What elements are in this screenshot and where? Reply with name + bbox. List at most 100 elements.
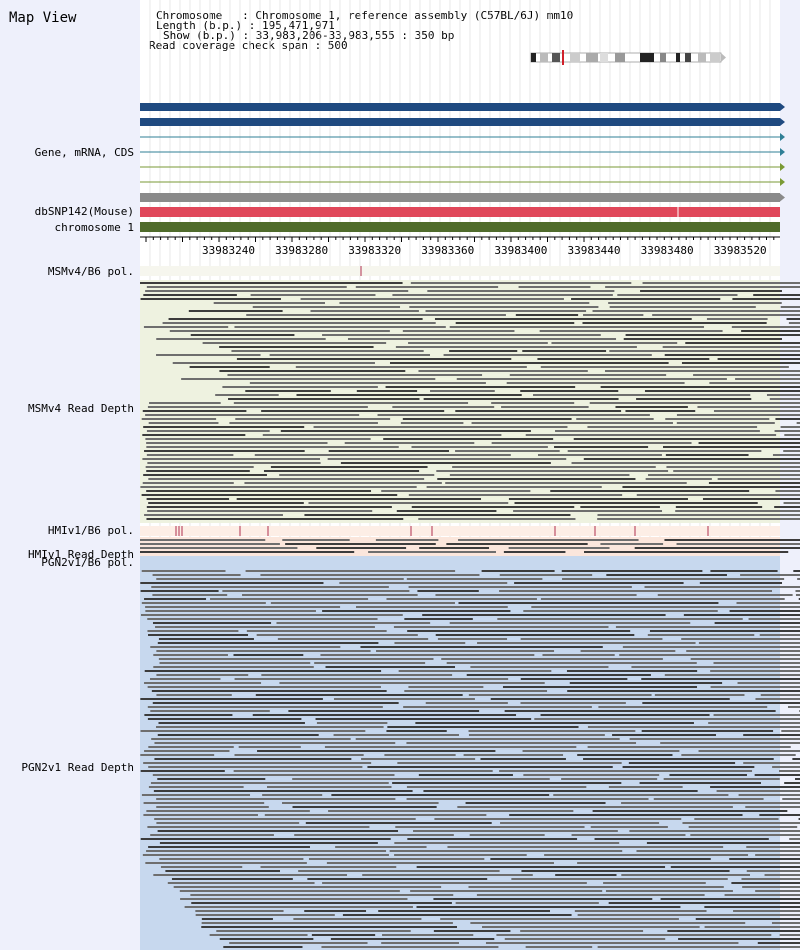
hmi-pol-label[interactable]: HMIv1/B6 pol. xyxy=(47,524,134,537)
msm-read-depth-track[interactable] xyxy=(140,266,800,523)
read-bar xyxy=(665,454,749,456)
read-bar xyxy=(676,543,800,545)
ideogram-band xyxy=(531,53,536,62)
read-bar xyxy=(216,930,411,932)
read-bar xyxy=(503,551,566,553)
read-bar xyxy=(598,706,768,708)
read-bar xyxy=(261,410,445,412)
read-bar xyxy=(219,346,374,348)
read-bar xyxy=(784,782,800,784)
read-bar xyxy=(571,462,800,464)
dbsnp-bar[interactable] xyxy=(140,193,780,202)
read-bar xyxy=(148,846,310,848)
read-bar xyxy=(631,666,800,668)
read-bar xyxy=(660,898,800,900)
msm-depth-label[interactable]: MSMv4 Read Depth xyxy=(28,402,134,415)
read-bar xyxy=(509,814,743,816)
read-bar xyxy=(154,742,396,744)
transcript-bar[interactable] xyxy=(140,118,780,126)
read-bar xyxy=(772,766,800,768)
chromosome-bar[interactable] xyxy=(140,222,780,232)
read-bar xyxy=(145,862,307,864)
read-bar xyxy=(605,890,733,892)
read-bar xyxy=(458,602,719,604)
read-bar xyxy=(623,338,782,340)
pgn-depth-label[interactable]: PGN2v1 Read Depth xyxy=(21,761,134,774)
read-bar xyxy=(523,774,660,776)
read-bar xyxy=(746,870,800,872)
read-bar xyxy=(440,918,679,920)
read-bar xyxy=(743,734,800,736)
chromosome-ideogram[interactable] xyxy=(530,50,726,65)
read-bar xyxy=(190,894,454,896)
read-bar xyxy=(496,934,772,936)
gene-track[interactable] xyxy=(140,103,785,232)
gene-track-label[interactable]: Gene, mRNA, CDS xyxy=(34,146,134,159)
read-bar xyxy=(416,866,666,868)
read-bar xyxy=(156,694,232,696)
ideogram-position-marker xyxy=(562,50,564,65)
read-bar xyxy=(308,502,509,504)
read-bar xyxy=(764,874,800,876)
read-bar xyxy=(646,842,800,844)
read-bar xyxy=(257,750,496,752)
read-bar xyxy=(455,450,560,452)
read-bar xyxy=(322,882,587,884)
read-bar xyxy=(279,682,545,684)
read-bar xyxy=(344,442,475,444)
dbsnp-track-label[interactable]: dbSNP142(Mouse) xyxy=(34,205,134,218)
read-bar xyxy=(741,878,800,880)
read-bar xyxy=(331,794,550,796)
read-bar xyxy=(378,910,550,912)
pgn-read-depth-track[interactable] xyxy=(140,556,800,950)
read-bar xyxy=(667,930,800,932)
read-bar xyxy=(597,518,800,520)
read-bar xyxy=(140,838,391,840)
transcript-bar[interactable] xyxy=(140,103,780,111)
read-bar xyxy=(567,450,762,452)
read-bar xyxy=(300,298,564,300)
read-bar xyxy=(551,342,678,344)
read-bar xyxy=(407,838,578,840)
read-bar xyxy=(748,618,800,620)
read-bar xyxy=(142,854,389,856)
read-bar xyxy=(435,634,635,636)
read-bar xyxy=(201,926,457,928)
read-bar xyxy=(780,306,800,308)
read-bar xyxy=(148,786,244,788)
read-bar xyxy=(392,782,622,784)
read-bar xyxy=(550,490,750,492)
chromosome-track-label[interactable]: chromosome 1 xyxy=(54,221,134,234)
read-bar xyxy=(322,610,511,612)
read-bar xyxy=(470,922,746,924)
read-bar xyxy=(423,398,619,400)
dbsnp-variant-bar[interactable] xyxy=(140,207,780,217)
read-bar xyxy=(262,794,323,796)
pgn-pol-label[interactable]: PGN2v1/B6 pol. xyxy=(41,556,134,569)
read-bar xyxy=(641,730,774,732)
read-bar xyxy=(419,547,490,549)
read-bar xyxy=(142,482,234,484)
ruler-tick-label: 33983480 xyxy=(641,244,694,257)
hmi-read-depth-track[interactable] xyxy=(140,526,800,556)
read-bar xyxy=(787,706,800,708)
read-bar xyxy=(625,410,696,412)
read-bar xyxy=(234,326,446,328)
read-bar xyxy=(209,934,308,936)
read-bar xyxy=(152,622,272,624)
read-bar xyxy=(233,770,493,772)
hmi-depth-label[interactable]: HMIv1 Read Depth xyxy=(28,548,134,561)
read-bar xyxy=(157,734,319,736)
read-bar xyxy=(270,602,455,604)
read-bar xyxy=(693,374,800,376)
read-bar xyxy=(555,874,617,876)
read-bar xyxy=(406,578,543,580)
msm-pol-label[interactable]: MSMv4/B6 pol. xyxy=(47,265,134,278)
read-bar xyxy=(497,618,743,620)
ideogram-band xyxy=(586,53,598,62)
read-bar xyxy=(531,606,800,608)
read-bar xyxy=(383,438,554,440)
ruler-tick-label: 33983400 xyxy=(494,244,547,257)
read-bar xyxy=(156,806,269,808)
